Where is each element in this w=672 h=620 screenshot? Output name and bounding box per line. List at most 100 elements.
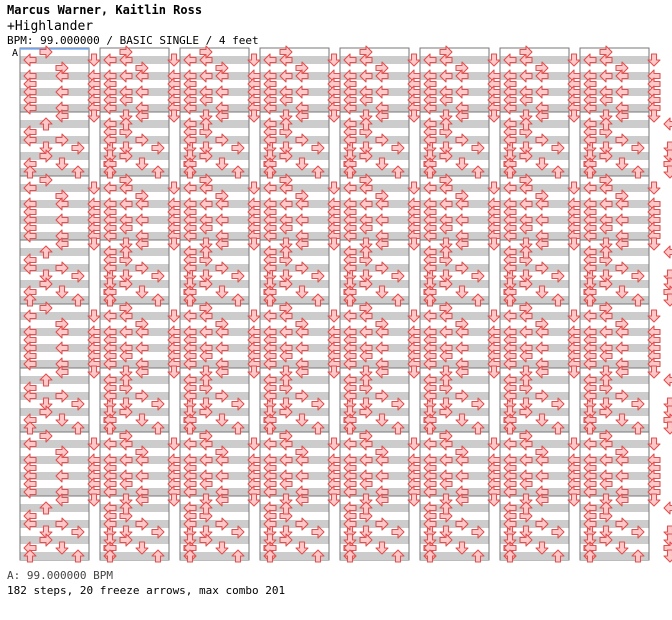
beat-stripe [340,360,409,368]
beat-stripe [260,488,329,496]
step-arrow-down [199,365,213,379]
step-arrow-down [663,533,672,547]
beat-stripe [260,120,329,128]
beat-stripe [500,200,569,208]
step-arrow-down [407,109,421,123]
step-arrow-left [215,69,229,83]
step-arrow-left [55,325,69,339]
step-arrow-down [327,181,341,195]
step-arrow-left [583,357,597,371]
step-arrow-left [119,69,133,83]
step-arrow-left [183,229,197,243]
beat-stripe [580,424,649,432]
step-arrow-left [599,221,613,235]
beat-stripe [20,536,89,544]
step-arrow-up [359,501,373,515]
step-arrow-left [263,101,277,115]
beat-stripe [340,392,409,400]
step-arrow-right [311,525,325,539]
beat-stripe [420,536,489,544]
beat-stripe [340,72,409,80]
step-arrow-left [423,389,437,403]
beat-stripe [20,328,89,336]
beat-stripe [420,424,489,432]
step-arrow-up [551,165,565,179]
step-arrow-left [295,325,309,339]
step-arrow-right [279,149,293,163]
step-arrow-up [23,421,37,435]
step-arrow-down [87,365,101,379]
step-arrow-down [615,541,629,555]
step-arrow-down [247,109,261,123]
step-arrow-left [455,341,469,355]
step-arrow-down [663,149,672,163]
step-arrow-up [199,501,213,515]
step-arrow-down [519,237,533,251]
step-arrow-down [119,397,133,411]
beat-stripe [340,104,409,112]
step-arrow-left [23,485,37,499]
step-arrow-right [311,269,325,283]
step-arrow-up [359,117,373,131]
step-arrow-down [279,237,293,251]
step-arrow-left [375,365,389,379]
beat-stripe [180,344,249,352]
step-arrow-down [199,141,213,155]
step-arrow-right [359,405,373,419]
step-arrow-down [167,437,181,451]
beat-stripe [100,488,169,496]
beat-stripe [260,104,329,112]
step-arrow-up [519,373,533,387]
step-arrow-down [247,493,261,507]
beat-stripe [500,504,569,512]
beat-stripe [420,88,489,96]
beat-stripe [500,536,569,544]
step-arrow-right [535,261,549,275]
beat-stripe [180,280,249,288]
step-arrow-right [279,173,293,187]
beat-stripe [260,152,329,160]
step-arrow-left [279,93,293,107]
beat-stripe [180,200,249,208]
step-arrow-down [615,413,629,427]
step-arrow-down [487,365,501,379]
step-arrow-down [215,413,229,427]
beat-stripe [100,520,169,528]
step-arrow-left [103,357,117,371]
step-arrow-right [119,173,133,187]
step-arrow-up [359,245,373,259]
step-arrow-down [567,309,581,323]
step-arrow-right [599,277,613,291]
step-arrow-down [199,237,213,251]
step-arrow-right [439,533,453,547]
step-arrow-right [199,405,213,419]
beat-stripe [500,440,569,448]
step-arrow-up [583,293,597,307]
step-arrow-down [647,53,661,67]
step-arrow-left [215,469,229,483]
beat-stripe [180,392,249,400]
beat-stripe [500,216,569,224]
step-arrow-left [359,221,373,235]
step-arrow-down [503,149,517,163]
step-arrow-right [311,141,325,155]
step-arrow-left [423,261,437,275]
step-arrow-left [263,517,277,531]
step-arrow-left [279,221,293,235]
step-arrow-left [615,341,629,355]
step-arrow-left [375,85,389,99]
step-arrow-right [135,261,149,275]
step-arrow-down [663,293,672,307]
step-arrow-up [599,245,613,259]
beat-stripe [500,376,569,384]
step-arrow-left [295,85,309,99]
step-arrow-down [519,397,533,411]
step-arrow-right [359,173,373,187]
step-arrow-left [135,453,149,467]
step-arrow-right [359,429,373,443]
beat-stripe [180,328,249,336]
beat-stripe [100,200,169,208]
step-arrow-left [23,181,37,195]
step-arrow-down [247,53,261,67]
beat-stripe [420,248,489,256]
